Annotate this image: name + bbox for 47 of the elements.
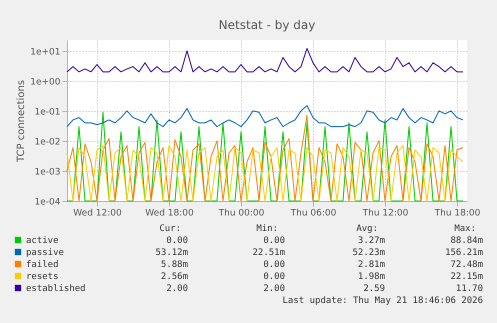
y-tick-label: 1e-01 — [34, 107, 60, 118]
text: 2.00 — [263, 284, 285, 294]
text: 2.59 — [363, 284, 385, 294]
text: Avg: — [356, 224, 378, 234]
text: Max: — [454, 224, 476, 234]
y-axis-title: TCP connections — [16, 80, 28, 164]
chart-title: Netstat - by day — [218, 18, 316, 32]
x-tick-label: Thu 06:00 — [290, 208, 337, 218]
text: Cur: — [159, 224, 181, 234]
line-series — [66, 145, 464, 202]
text: 88.84m — [450, 236, 483, 246]
x-tick-label: Wed 12:00 — [73, 208, 122, 218]
text: Min: — [256, 224, 278, 234]
text: 0.00 — [166, 236, 188, 246]
y-tick-label: 1e+01 — [30, 47, 60, 58]
text: 2.00 — [166, 284, 188, 294]
line-series — [66, 48, 464, 72]
text: 0.00 — [263, 236, 285, 246]
text: 22.15m — [450, 272, 483, 282]
text: 2.81m — [358, 260, 385, 270]
legend-label: established — [26, 284, 86, 294]
text: 0.00 — [263, 272, 285, 282]
legend-label: passive — [26, 248, 64, 258]
text: 3.27m — [358, 236, 385, 246]
text: 11.70 — [456, 284, 483, 294]
x-tick-label: Thu 00:00 — [218, 208, 265, 218]
legend-label: active — [26, 236, 59, 246]
text: 52.23m — [352, 248, 385, 258]
text: 0.00 — [263, 260, 285, 270]
text: 156.21m — [445, 248, 483, 258]
text: 5.88m — [160, 260, 188, 270]
x-tick-label: Thu 12:00 — [362, 208, 409, 218]
y-tick-label: 1e+00 — [30, 77, 61, 88]
text: Last update: Thu May 21 18:46:06 2026 — [282, 296, 483, 306]
y-tick-label: 1e-03 — [34, 167, 60, 178]
text: 53.12m — [155, 248, 188, 258]
legend-label: resets — [26, 272, 59, 282]
text: 1.98m — [358, 272, 385, 282]
legend-label: failed — [26, 260, 59, 270]
y-tick-label: 1e-02 — [34, 137, 60, 148]
x-tick-label: Wed 18:00 — [145, 208, 194, 218]
text: 22.51m — [252, 248, 285, 258]
x-tick-label: Thu 18:00 — [434, 208, 481, 218]
line-series — [66, 105, 464, 128]
text: 72.48m — [450, 260, 483, 270]
y-tick-label: 1e-04 — [34, 198, 61, 208]
text: 2.56m — [160, 272, 188, 282]
